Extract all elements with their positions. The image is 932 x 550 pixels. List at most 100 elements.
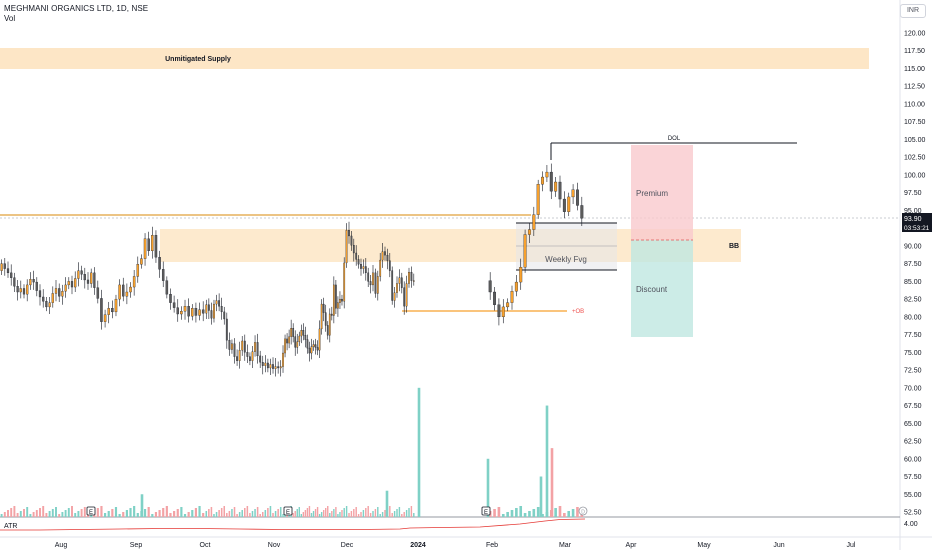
candle[interactable]	[322, 297, 325, 322]
candle[interactable]	[393, 287, 396, 308]
candle[interactable]	[147, 231, 150, 256]
candle[interactable]	[558, 175, 562, 208]
candle[interactable]	[400, 272, 403, 294]
candle[interactable]	[67, 277, 70, 290]
candle[interactable]	[136, 256, 140, 283]
candle[interactable]	[251, 345, 254, 368]
candle[interactable]	[376, 270, 379, 301]
candle[interactable]	[140, 254, 143, 269]
candle[interactable]	[405, 275, 408, 313]
candle[interactable]	[107, 301, 110, 324]
candle[interactable]	[194, 302, 198, 323]
candle[interactable]	[357, 255, 360, 269]
candle[interactable]	[187, 298, 190, 323]
candle[interactable]	[100, 289, 103, 330]
candle[interactable]	[48, 296, 51, 315]
candle[interactable]	[288, 329, 290, 349]
candle[interactable]	[396, 276, 398, 298]
candle[interactable]	[10, 264, 13, 286]
candle[interactable]	[523, 229, 527, 273]
candle[interactable]	[42, 289, 45, 308]
candle[interactable]	[384, 246, 386, 261]
candle[interactable]	[243, 334, 246, 361]
candle[interactable]	[337, 296, 339, 317]
candle[interactable]	[143, 233, 147, 266]
candle[interactable]	[514, 274, 518, 297]
candle[interactable]	[410, 266, 413, 288]
candle[interactable]	[191, 304, 194, 321]
candle[interactable]	[154, 230, 158, 263]
candle[interactable]	[172, 295, 176, 313]
candle[interactable]	[532, 206, 536, 236]
candle[interactable]	[294, 330, 297, 356]
candle[interactable]	[501, 299, 505, 324]
candle[interactable]	[330, 306, 333, 321]
candle[interactable]	[228, 332, 231, 356]
candle[interactable]	[183, 299, 187, 320]
candle[interactable]	[554, 177, 558, 197]
candle[interactable]	[348, 221, 350, 244]
candle[interactable]	[510, 285, 514, 310]
candle[interactable]	[308, 341, 311, 362]
candle[interactable]	[541, 171, 545, 192]
candle[interactable]	[350, 230, 353, 251]
candle[interactable]	[83, 267, 86, 289]
candle[interactable]	[118, 279, 121, 307]
candle[interactable]	[362, 259, 365, 274]
candle[interactable]	[493, 287, 497, 311]
price-axis[interactable]: 120.00 117.50 115.00 112.50 110.00 107.50 105.…	[904, 31, 926, 517]
candle[interactable]	[54, 279, 58, 302]
candle[interactable]	[254, 335, 256, 357]
candle[interactable]	[298, 331, 301, 346]
candle[interactable]	[282, 345, 284, 373]
candle[interactable]	[408, 267, 410, 288]
candle[interactable]	[567, 192, 571, 217]
earnings-marker[interactable]: E	[283, 506, 293, 516]
candle[interactable]	[213, 299, 215, 323]
candle[interactable]	[96, 280, 100, 304]
candle[interactable]	[326, 321, 329, 340]
candle[interactable]	[302, 323, 305, 341]
candle[interactable]	[205, 299, 208, 319]
volume-indicator-label[interactable]: Vol	[4, 14, 16, 23]
candle[interactable]	[45, 296, 48, 312]
candle[interactable]	[231, 339, 233, 354]
dividend-marker[interactable]: D	[578, 506, 588, 516]
candle[interactable]	[158, 250, 161, 278]
candle[interactable]	[304, 326, 307, 348]
candle[interactable]	[80, 265, 83, 280]
candle[interactable]	[122, 277, 125, 302]
candle[interactable]	[13, 272, 16, 293]
candle[interactable]	[19, 280, 22, 299]
candle[interactable]	[391, 266, 394, 305]
candle[interactable]	[274, 358, 277, 377]
candle[interactable]	[210, 302, 213, 325]
candle[interactable]	[125, 283, 129, 305]
candle[interactable]	[90, 268, 93, 288]
candle[interactable]	[225, 312, 228, 349]
candle[interactable]	[151, 226, 154, 259]
candle[interactable]	[64, 277, 67, 298]
candle[interactable]	[306, 334, 309, 354]
candle[interactable]	[506, 298, 510, 312]
candle[interactable]	[314, 338, 317, 355]
candle[interactable]	[132, 270, 136, 296]
premium-zone[interactable]	[631, 145, 693, 240]
candle[interactable]	[328, 308, 331, 343]
unmitigated-supply-zone[interactable]	[0, 48, 869, 69]
candle[interactable]	[29, 272, 32, 290]
candle[interactable]	[284, 334, 286, 358]
candle[interactable]	[180, 306, 183, 320]
candle[interactable]	[403, 281, 406, 315]
candle[interactable]	[77, 262, 80, 287]
candle[interactable]	[238, 341, 241, 369]
candle[interactable]	[103, 309, 107, 328]
candle[interactable]	[355, 245, 358, 266]
candle[interactable]	[35, 277, 38, 297]
candle[interactable]	[312, 340, 315, 351]
candle[interactable]	[61, 284, 64, 305]
candle[interactable]	[549, 163, 553, 200]
candle[interactable]	[129, 282, 132, 298]
candle[interactable]	[266, 358, 269, 373]
